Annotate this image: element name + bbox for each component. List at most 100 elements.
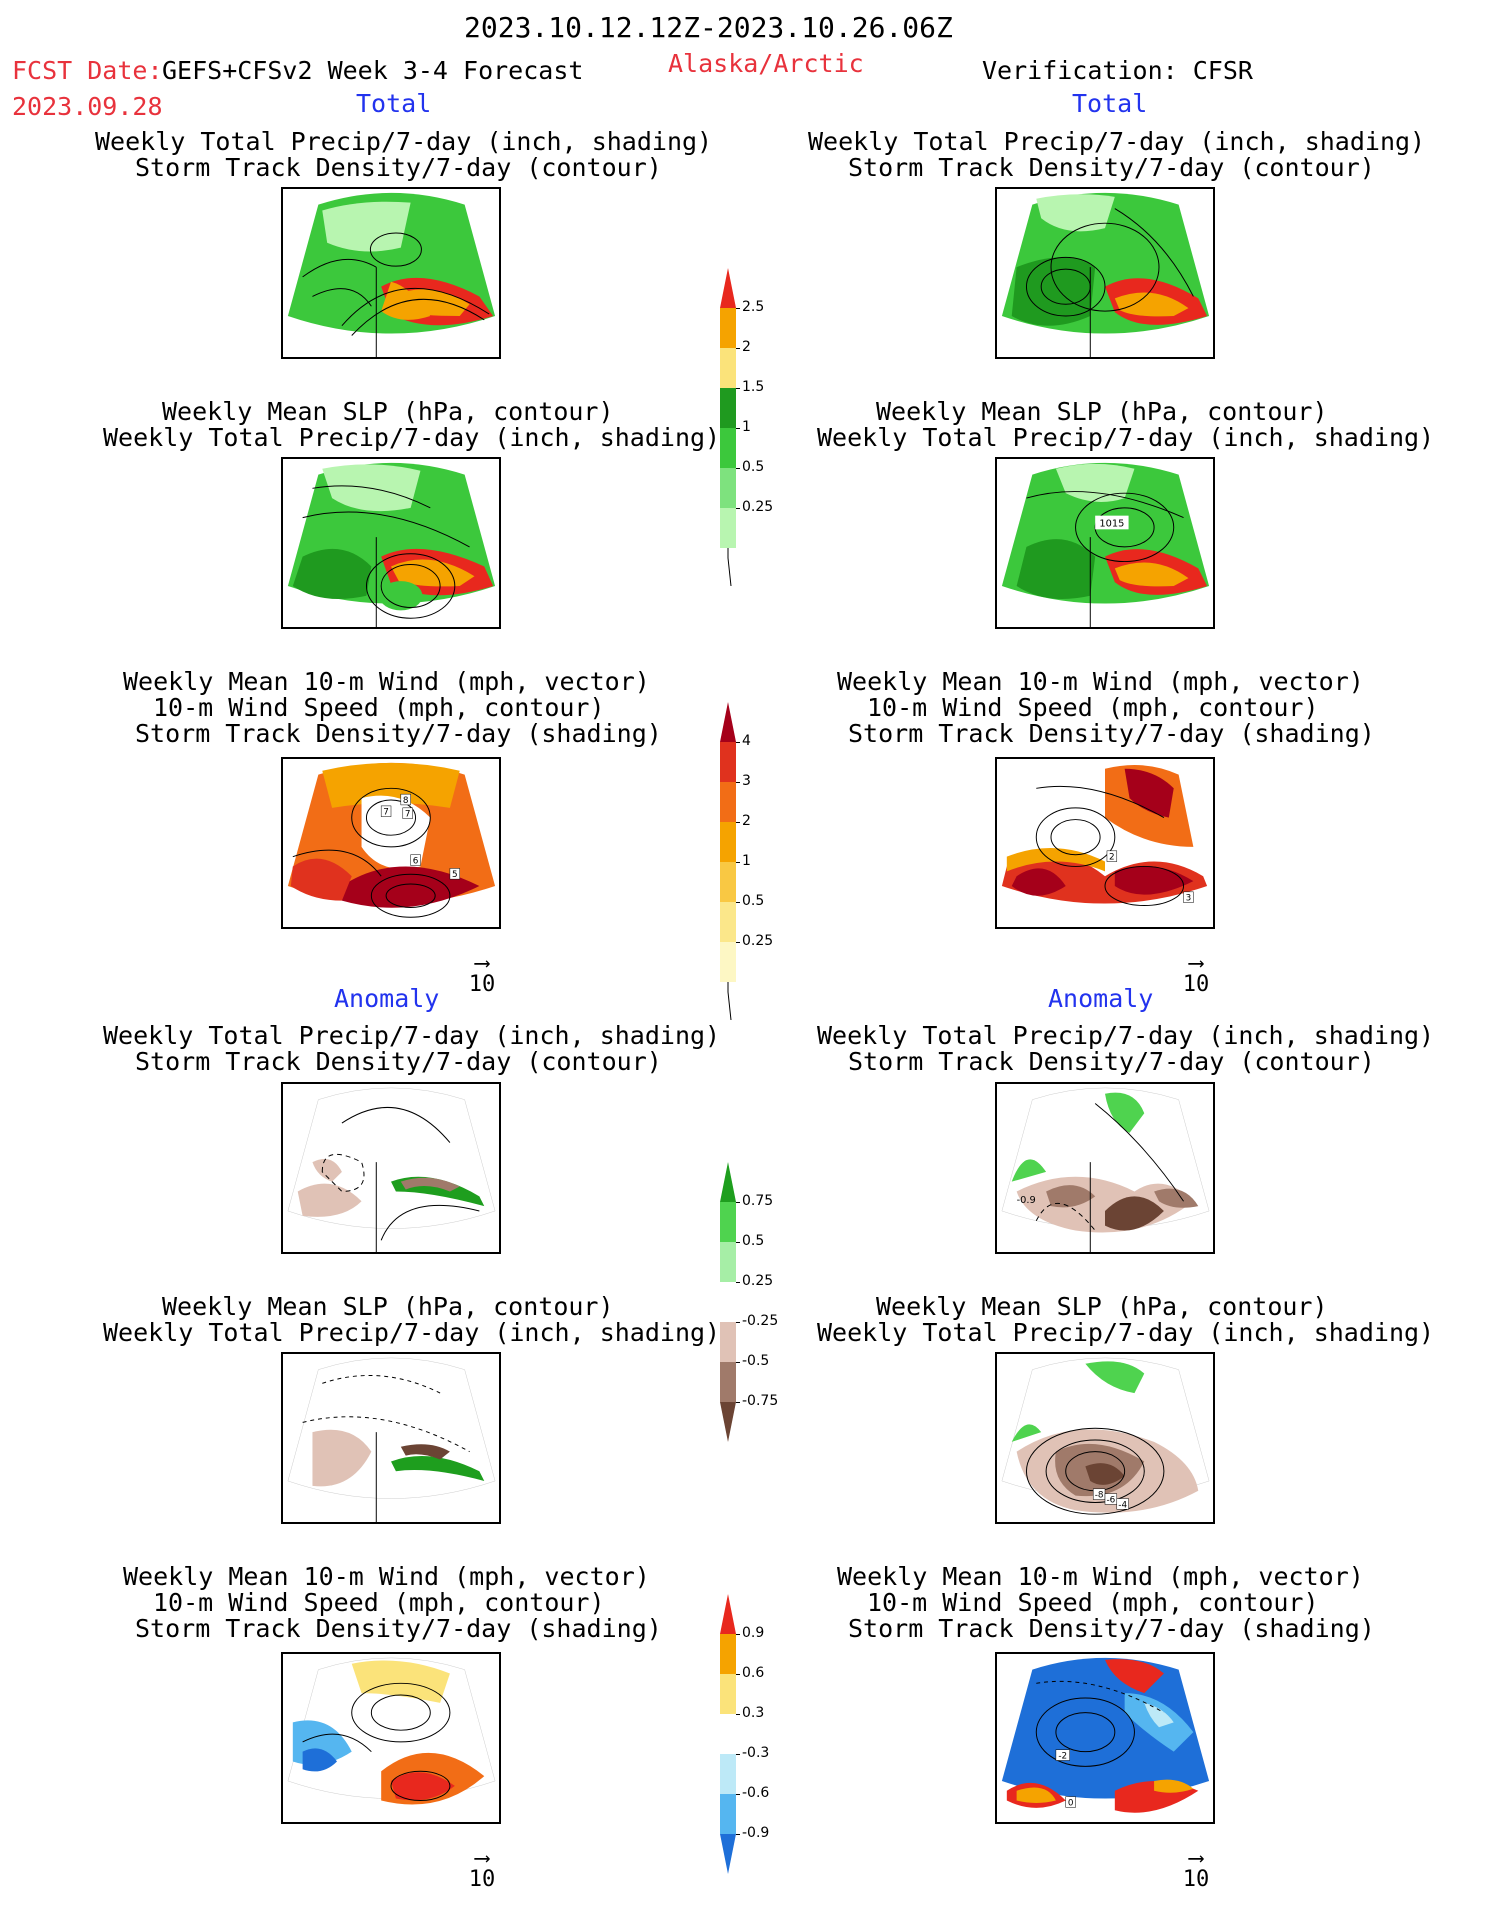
vector-ref-ob-total: ⟶ 10 (1176, 951, 1216, 998)
colorbar-label: 2 (742, 339, 751, 355)
colorbar-graphic (720, 702, 736, 1021)
map-forecast-wind-anomaly (281, 1652, 501, 1824)
colorbar-label: -0.9 (742, 1825, 770, 1841)
colorbar-tick (736, 942, 740, 943)
colorbar-tick (736, 468, 740, 469)
colorbar-label: -0.5 (742, 1353, 770, 1369)
colorbar-tick (736, 1714, 740, 1715)
colorbar-segment (720, 1674, 736, 1714)
verification-label: Verification: CFSR (982, 56, 1253, 85)
colorbar-segment (720, 348, 736, 388)
colorbar-label: -0.25 (742, 1313, 779, 1329)
wind-obs-label-1: 2 (1109, 853, 1115, 863)
colorbar-tick (736, 862, 740, 863)
colorbar-segment (720, 508, 736, 548)
colorbar-segment (720, 902, 736, 942)
fcst-model: GEFS+CFSv2 Week 3-4 Forecast (162, 56, 584, 85)
colorbar-label: 0.5 (742, 459, 765, 475)
colorbar-tick (736, 308, 740, 309)
map-forecast-slp-anomaly (281, 1352, 501, 1524)
colorbar-label: -0.6 (742, 1785, 770, 1801)
title-ob-wind-3: Storm Track Density/7-day (shading) (848, 719, 1375, 748)
colorbar-segment (720, 428, 736, 468)
colorbar-label: 0.75 (742, 1193, 774, 1209)
title-oba-wind-3: Storm Track Density/7-day (shading) (848, 1614, 1375, 1643)
colorbar-label: 3 (742, 773, 751, 789)
colorbar-label: 4 (742, 733, 751, 749)
map-observed-precip-anomaly: -0.9 (995, 1082, 1215, 1254)
precip-anom-obs-label: -0.9 (1017, 1195, 1036, 1206)
wind-anom-obs-label-1: -2 (1058, 1752, 1067, 1762)
colorbar-label: 2.5 (742, 299, 765, 315)
wind-fc-label-3: 6 (413, 857, 419, 867)
title-fca-wind-1: Weekly Mean 10-m Wind (mph, vector) (123, 1562, 650, 1591)
wind-fc-label-1: 8 (403, 796, 409, 806)
colorbar-segment (720, 1162, 736, 1202)
colorbar-graphic (720, 1162, 736, 1442)
colorbar-tick (736, 1202, 740, 1203)
colorbar-segment (720, 268, 736, 308)
colorbar-tail (727, 982, 732, 1021)
title-oba-slp-1: Weekly Mean SLP (hPa, contour) (876, 1292, 1328, 1321)
colorbar-tick (736, 508, 740, 509)
colorbar-label: -0.75 (742, 1393, 779, 1409)
colorbar-tick (736, 1362, 740, 1363)
title-ob-slp-1: Weekly Mean SLP (hPa, contour) (876, 397, 1328, 426)
map-forecast-wind: 8 7 7 6 5 (281, 757, 501, 929)
colorbar-segment (720, 1362, 736, 1402)
colorbar-segment (720, 1834, 736, 1874)
colorbar-tick (736, 1834, 740, 1835)
title-ob-wind-2: 10-m Wind Speed (mph, contour) (867, 693, 1319, 722)
arrow-right-icon: ⟶ (475, 951, 489, 976)
colorbar-tick (736, 822, 740, 823)
colorbar-segment (720, 468, 736, 508)
map-observed-wind-anomaly: -2 0 (995, 1652, 1215, 1824)
title-fca-precip-1: Weekly Total Precip/7-day (inch, shading… (103, 1021, 721, 1050)
vector-ref-ob-anom: ⟶ 10 (1176, 1848, 1216, 1893)
colorbar-label: 0.25 (742, 933, 774, 949)
colorbar-segment (720, 388, 736, 428)
fcst-date: 2023.09.28 (12, 92, 163, 121)
slp-anom-obs-label-3: -4 (1118, 1500, 1127, 1510)
colorbar-precip-total: 2.5 2 1.5 1 0.5 0.25 (720, 268, 773, 592)
colorbar-label: 2 (742, 813, 751, 829)
colorbar-tick (736, 1282, 740, 1283)
title-fca-wind-3: Storm Track Density/7-day (shading) (135, 1614, 662, 1643)
colorbar-segment (720, 1202, 736, 1242)
colorbar-label: 1 (742, 853, 751, 869)
map-forecast-total-precip (281, 187, 501, 359)
title-fca-slp-2: Weekly Total Precip/7-day (inch, shading… (103, 1318, 721, 1347)
colorbar-tick (736, 1674, 740, 1675)
map-observed-wind: 2 3 (995, 757, 1215, 929)
colorbar-tick (736, 1634, 740, 1635)
colorbar-tick (736, 782, 740, 783)
colorbar-track-total: 4 3 2 1 0.5 0.25 (720, 702, 773, 1026)
section-anomaly-left: Anomaly (334, 984, 440, 1013)
slp-anom-obs-label-2: -6 (1106, 1495, 1115, 1505)
title-ob-precip-2: Storm Track Density/7-day (contour) (848, 153, 1375, 182)
vector-ref-fc-anom: ⟶ 10 (462, 1846, 502, 1893)
colorbar-segment (720, 1322, 736, 1362)
colorbar-tick (736, 902, 740, 903)
arrow-right-icon: ⟶ (1189, 951, 1203, 976)
map-observed-slp-anomaly: -8 -6 -4 (995, 1352, 1215, 1524)
title-ob-slp-2: Weekly Total Precip/7-day (inch, shading… (817, 423, 1435, 452)
colorbar-graphic (720, 1594, 736, 1874)
colorbar-precip-anomaly: 0.75 0.5 0.25 -0.25 -0.5 -0.75 (720, 1162, 778, 1446)
colorbar-label: 0.25 (742, 1273, 774, 1289)
colorbar-segment (720, 782, 736, 822)
title-fca-wind-2: 10-m Wind Speed (mph, contour) (153, 1588, 605, 1617)
colorbar-segment (720, 1402, 736, 1442)
map-forecast-precip-anomaly (281, 1082, 501, 1254)
arrow-right-icon: ⟶ (475, 1846, 489, 1871)
colorbar-tick (736, 348, 740, 349)
period-title: 2023.10.12.12Z-2023.10.26.06Z (464, 11, 953, 44)
colorbar-label: 0.9 (742, 1625, 765, 1641)
colorbar-segment (720, 822, 736, 862)
colorbar-segment (720, 308, 736, 348)
colorbar-tick (736, 1242, 740, 1243)
title-fc-precip-1: Weekly Total Precip/7-day (inch, shading… (95, 127, 713, 156)
colorbar-tick (736, 388, 740, 389)
title-fc-precip-2: Storm Track Density/7-day (contour) (135, 153, 662, 182)
wind-obs-label-2: 3 (1186, 894, 1192, 904)
